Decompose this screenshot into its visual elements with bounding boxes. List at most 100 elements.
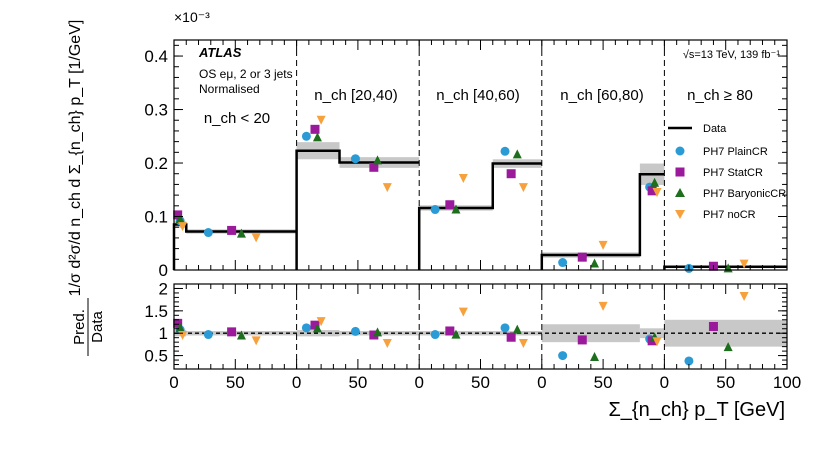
x-tick-label: 0 <box>414 373 423 392</box>
ratio-uncertainty-bands <box>174 319 787 347</box>
x-tick-label: 50 <box>594 373 613 392</box>
marker-ph7-plaincr <box>350 154 360 164</box>
x-tick-label: 50 <box>471 373 490 392</box>
legend-label-nocr: PH7 noCR <box>703 209 756 221</box>
x-tick-label: 50 <box>348 373 367 392</box>
marker-ph7-statcr <box>647 186 657 196</box>
marker-ph7-plaincr <box>301 131 311 141</box>
ratio-marker-ph7-plaincr <box>500 323 510 333</box>
marker-ph7-plaincr <box>203 228 213 238</box>
y-tick-label: 0.4 <box>144 47 168 66</box>
ratio-marker-ph7-baryoniccr <box>451 329 461 339</box>
data-histogram-region <box>417 162 542 270</box>
ratio-marker-ph7-baryoniccr <box>512 324 522 334</box>
exponent-label: ×10⁻³ <box>174 9 210 25</box>
region-label-4: n_ch ≥ 80 <box>687 87 753 104</box>
ratio-prediction-markers <box>173 292 749 366</box>
ratio-marker-ph7-plaincr <box>301 323 311 333</box>
marker-ph7-nocr <box>739 259 749 269</box>
region-label-1: n_ch [20,40) <box>314 87 397 104</box>
ratio-marker-ph7-nocr <box>251 336 261 346</box>
ratio-unc-band <box>296 330 340 337</box>
energy-label: √s=13 TeV, 139 fb⁻¹ <box>683 49 781 61</box>
ratio-marker-ph7-nocr <box>316 317 326 327</box>
ratio-marker-ph7-baryoniccr <box>175 322 185 332</box>
y-tick-label: 1 <box>159 324 168 343</box>
marker-ph7-statcr <box>506 169 516 179</box>
y-tick-label: 0.3 <box>144 101 168 120</box>
ratio-marker-ph7-statcr <box>577 335 587 345</box>
xlabel: Σ_{n_ch} p_T [GeV] <box>608 399 785 421</box>
ratio-unc-band <box>664 319 787 347</box>
ratio-ylabel-numerator: Pred. <box>71 309 88 345</box>
ratio-marker-ph7-statcr <box>227 327 237 337</box>
marker-ph7-nocr <box>316 115 326 125</box>
main-ylabel-text: 1/σ d²σ/d n_ch d Σ_{n_ch} p_T [1/GeV] <box>67 20 84 297</box>
ratio-marker-ph7-nocr <box>598 301 608 311</box>
y-tick-label: 1.5 <box>144 302 168 321</box>
marker-ph7-baryoniccr <box>236 228 246 238</box>
marker-ph7-baryoniccr <box>451 204 461 214</box>
ratio-marker-ph7-nocr <box>739 292 749 302</box>
x-tick-label: 0 <box>169 373 178 392</box>
y-tick-label: 0.2 <box>144 154 168 173</box>
marker-ph7-baryoniccr <box>373 155 383 165</box>
ratio-marker-ph7-nocr <box>652 337 662 347</box>
selection-line-1: OS eμ, 2 or 3 jets <box>199 67 293 81</box>
marker-ph7-nocr <box>598 240 608 250</box>
marker-ph7-plaincr <box>500 146 510 156</box>
ratio-marker-ph7-plaincr <box>684 356 694 366</box>
ratio-marker-ph7-plaincr <box>558 351 568 361</box>
legend-label-baryoniccr: PH7 BaryonicCR <box>703 188 786 200</box>
x-tick-label: 50 <box>226 373 245 392</box>
ratio-marker-ph7-plaincr <box>203 330 213 340</box>
marker-ph7-baryoniccr <box>512 149 522 159</box>
y-tick-label: 0 <box>159 261 168 280</box>
x-tick-label: 0 <box>292 373 301 392</box>
marker-ph7-nocr <box>518 183 528 193</box>
ratio-marker-ph7-baryoniccr <box>723 342 733 352</box>
legend-label-plaincr: PH7 PlainCR <box>703 146 768 158</box>
marker-ph7-nocr <box>382 183 392 193</box>
legend-label-statcr: PH7 StatCR <box>703 167 763 179</box>
marker-ph7-statcr <box>445 200 455 210</box>
main-ylabel: 1/σ d²σ/d n_ch d Σ_{n_ch} p_T [1/GeV] <box>67 20 84 297</box>
ratio-marker-ph7-statcr <box>708 322 718 331</box>
marker-ph7-nocr <box>458 174 468 184</box>
legend-label-data: Data <box>703 123 727 135</box>
selection-line-2: Normalised <box>199 82 260 96</box>
marker-ph7-baryoniccr <box>312 132 322 142</box>
main-prediction-markers <box>173 115 749 273</box>
region-label-3: n_ch [60,80) <box>560 87 643 104</box>
region-label-2: n_ch [40,60) <box>436 87 519 104</box>
x-tick-label: 0 <box>660 373 669 392</box>
main-uncertainty-bands <box>174 142 787 268</box>
ratio-marker-ph7-nocr <box>382 339 392 348</box>
ratio-marker-ph7-statcr <box>445 326 455 336</box>
marker-ph7-statcr <box>310 124 320 134</box>
y-tick-label: 0.5 <box>144 347 168 366</box>
legend-marker-statcr <box>675 167 685 177</box>
data-histogram-region <box>295 149 420 270</box>
marker-ph7-nocr <box>652 187 662 197</box>
marker-ph7-plaincr <box>558 258 568 268</box>
ratio-marker-ph7-statcr <box>506 332 516 342</box>
legend-marker-nocr <box>675 210 685 219</box>
y-tick-label: 2 <box>159 279 168 298</box>
ratio-marker-ph7-statcr <box>173 318 183 328</box>
ratio-marker-ph7-statcr <box>310 320 320 330</box>
marker-ph7-plaincr <box>430 205 440 215</box>
legend-marker-plaincr <box>675 146 685 156</box>
ratio-marker-ph7-plaincr <box>430 330 440 340</box>
x-tick-label: 50 <box>716 373 735 392</box>
marker-ph7-statcr <box>227 225 237 235</box>
ratio-marker-ph7-nocr <box>518 339 528 348</box>
marker-ph7-statcr <box>369 162 379 172</box>
ratio-marker-ph7-nocr <box>458 307 468 317</box>
ratio-marker-ph7-baryoniccr <box>590 351 600 361</box>
marker-ph7-statcr <box>173 210 183 220</box>
legend-marker-baryoniccr <box>675 188 685 197</box>
marker-ph7-nocr <box>251 233 261 243</box>
x-tick-label: 0 <box>537 373 546 392</box>
